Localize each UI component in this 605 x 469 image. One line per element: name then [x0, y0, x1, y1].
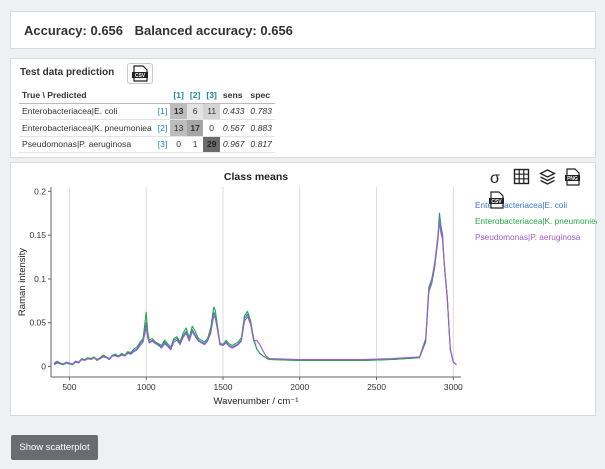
y-tick-label: 0.15: [29, 230, 46, 240]
sens-header: sens: [219, 87, 248, 104]
class-means-panel: σ PNG CSV: [10, 162, 601, 416]
x-tick-label: 2000: [290, 382, 309, 392]
matrix-cell: 17: [186, 119, 204, 137]
legend-entry: Pseudomonas|P. aeruginosa: [475, 232, 581, 242]
legend-entry: Enterobacteriacea|E. coli: [475, 200, 567, 210]
col-header-1: [1]: [170, 87, 187, 104]
x-tick-label: 3000: [444, 382, 463, 392]
row-label: Enterobacteriacea|E. coli: [19, 103, 155, 120]
col-header-3: [3]: [203, 87, 220, 104]
matrix-cell: 29: [203, 136, 220, 153]
table-row: Enterobacteriacea|K. pneumoniea [2] 13 1…: [19, 119, 275, 137]
row-label: Enterobacteriacea|K. pneumoniea: [19, 119, 155, 137]
accuracy-value: Accuracy: 0.656: [24, 23, 124, 38]
accuracy-panel: Accuracy: 0.656 Balanced accuracy: 0.656: [10, 11, 596, 49]
row-label: Pseudomonas|P. aeruginosa: [19, 136, 155, 153]
balanced-accuracy-value: Balanced accuracy: 0.656: [134, 23, 293, 38]
sens-value: 0.567: [219, 119, 248, 137]
show-scatterplot-button[interactable]: Show scatterplot: [11, 435, 98, 460]
row-index: [1]: [154, 103, 171, 120]
table-row: Enterobacteriacea|E. coli [1] 13 6 11 0.…: [19, 103, 275, 120]
chart-title: Class means: [224, 171, 288, 183]
spec-header: spec: [247, 87, 275, 104]
matrix-cell: 1: [186, 136, 204, 153]
y-axis-label: Raman intensity: [17, 248, 28, 316]
download-csv-button[interactable]: CSV: [127, 63, 153, 84]
class-means-chart: Class means 500 1000 1500 2000 2500 3000 0 0.05 0…: [17, 171, 601, 407]
download-png-button[interactable]: PNG: [564, 168, 581, 191]
sens-value: 0.433: [219, 103, 248, 120]
row-index-header: [154, 87, 171, 104]
row-index: [3]: [154, 136, 171, 153]
x-axis-label: Wavenumber / cm⁻¹: [214, 396, 299, 407]
png-file-icon: PNG: [565, 168, 581, 186]
matrix-cell: 6: [186, 103, 204, 120]
svg-text:PNG: PNG: [567, 176, 578, 182]
y-tick-label: 0: [41, 361, 46, 371]
series-line: [53, 217, 457, 366]
col-header-2: [2]: [186, 87, 204, 104]
svg-text:CSV: CSV: [135, 73, 146, 79]
grid-icon: [514, 168, 530, 185]
row-index: [2]: [154, 119, 171, 137]
panel-title: Test data prediction: [20, 67, 115, 78]
confusion-header-row: True \ Predicted [1] [2] [3] sens spec: [19, 87, 275, 104]
y-tick-label: 0.1: [34, 274, 46, 284]
csv-file-icon: CSV: [489, 191, 504, 209]
spec-value: 0.783: [247, 103, 275, 120]
confusion-matrix: True \ Predicted [1] [2] [3] sens spec E…: [19, 87, 275, 153]
series-line: [53, 221, 457, 366]
corner-header: True \ Predicted: [19, 87, 155, 104]
spec-value: 0.817: [247, 136, 275, 153]
matrix-cell: 13: [170, 119, 187, 137]
sigma-toggle-button[interactable]: σ: [488, 168, 505, 191]
layers-toggle-button[interactable]: [538, 168, 556, 191]
x-tick-label: 1000: [137, 382, 156, 392]
matrix-cell: 11: [203, 103, 220, 120]
layers-icon: [538, 169, 556, 185]
chart-toolbar: σ PNG CSV: [488, 168, 595, 214]
matrix-cell: 0: [203, 119, 220, 137]
y-tick-label: 0.2: [34, 186, 46, 196]
csv-file-icon: CSV: [132, 65, 148, 82]
spec-value: 0.883: [247, 119, 275, 137]
table-row: Pseudomonas|P. aeruginosa [3] 0 1 29 0.9…: [19, 136, 275, 153]
matrix-cell: 13: [170, 103, 187, 120]
grid-toggle-button[interactable]: [513, 168, 530, 191]
sigma-icon: σ: [490, 170, 500, 187]
matrix-cell: 0: [170, 136, 187, 153]
accuracy-summary: Accuracy: 0.656 Balanced accuracy: 0.656: [24, 23, 301, 38]
x-tick-label: 2500: [367, 382, 386, 392]
svg-text:σ: σ: [490, 170, 500, 186]
download-csv-button[interactable]: CSV: [488, 191, 505, 214]
svg-text:CSV: CSV: [491, 199, 502, 205]
sens-value: 0.967: [219, 136, 248, 153]
x-tick-label: 1500: [214, 382, 233, 392]
test-prediction-panel: Test data prediction CSV True \ Predicte…: [10, 58, 596, 158]
y-tick-label: 0.05: [29, 318, 46, 328]
legend-entry: Enterobacteriacea|K. pneumoniea: [475, 216, 597, 226]
x-tick-label: 500: [62, 382, 76, 392]
